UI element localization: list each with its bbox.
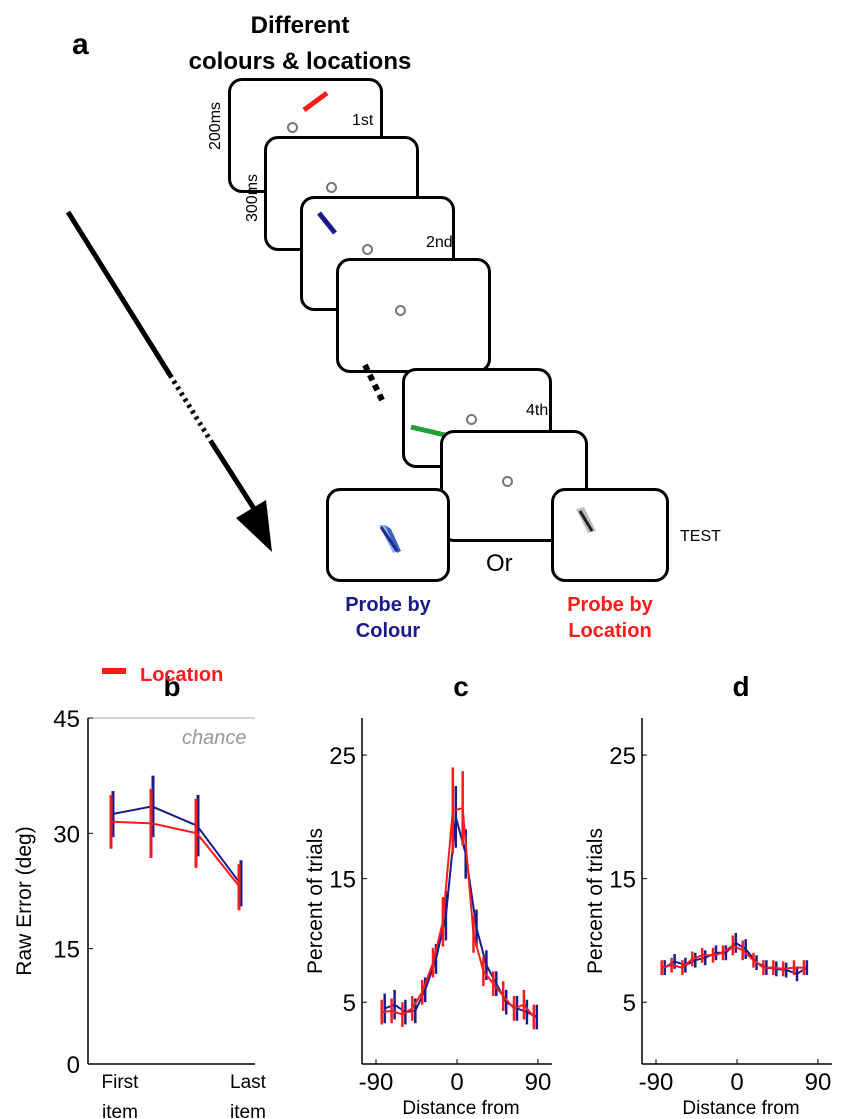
chart-d-x-tick-label: 90 — [805, 1069, 832, 1096]
probe-by-location-line1: Probe by — [567, 594, 653, 616]
order-label-test: TEST — [680, 528, 721, 545]
chart-c-y-label: Percent of trials — [304, 828, 327, 974]
panel-a-heading-line2: colours & locations — [188, 48, 412, 75]
chart-c: c 5 15 25 -90 0 90 Percent of trials Distance fr… — [304, 671, 552, 1119]
panel-a-letter: a — [72, 28, 89, 61]
stimulus-screen-4 — [336, 258, 491, 373]
chart-b-series-1-line — [111, 820, 241, 888]
chart-b-y-tick-label: 45 — [53, 706, 80, 733]
panel-a-heading: Different colours & locations — [170, 8, 430, 80]
test-screen-location — [551, 488, 669, 582]
chart-b-y-label: Raw Error (deg) — [13, 826, 36, 975]
chart-b-title: b — [163, 671, 180, 702]
chart-d-y-label: Percent of trials — [584, 828, 607, 974]
chart-b-y-tick-label: 15 — [53, 937, 80, 964]
fixation-icon — [395, 305, 406, 316]
chart-c-x-tick-label: 0 — [450, 1069, 463, 1096]
blue-bar-stimulus — [317, 211, 337, 235]
chart-c-y-tick-label: 15 — [329, 867, 356, 894]
sequence-ellipsis — [362, 363, 387, 406]
time-arrow-head — [236, 500, 272, 552]
chart-d-x-tick-label: -90 — [639, 1069, 674, 1096]
chart-c-series-1-line — [381, 806, 535, 1018]
chart-d: d 5 15 25 -90 0 90 Percent of trials Distance fr… — [584, 671, 832, 1119]
fixation-icon — [362, 244, 373, 255]
red-bar-stimulus — [302, 90, 329, 113]
chart-d-x-label-line1: Distance from — [682, 1098, 799, 1119]
chart-b-x-tick-label: item — [230, 1102, 266, 1119]
order-label-2nd: 2nd — [426, 234, 453, 251]
chart-b-x-tick-label: First — [102, 1072, 140, 1093]
chart-d-y-tick-label: 15 — [609, 867, 636, 894]
probe-by-colour-label: Probe by Colour — [322, 592, 454, 644]
chart-b-series-0-line — [111, 805, 241, 884]
chart-b-legend-label-1-line2: Location — [140, 668, 223, 686]
chart-b-chance-label: chance — [182, 727, 247, 749]
order-label-4th: 4th — [526, 402, 549, 419]
fixation-icon — [287, 122, 298, 133]
chart-b-y-tick-label: 0 — [67, 1052, 80, 1079]
probe-by-location-label: Probe by Location — [548, 592, 672, 644]
or-label: Or — [486, 550, 513, 577]
chart-b: b chance 0 15 30 45 Raw Error (deg) First item La… — [13, 668, 267, 1119]
chart-b-y-tick-label: 30 — [53, 821, 80, 848]
probe-by-location-line2: Location — [568, 620, 652, 642]
order-label-1st: 1st — [352, 112, 374, 129]
chart-c-y-tick-label: 5 — [343, 990, 356, 1017]
probe-by-colour-line1: Probe by — [345, 594, 431, 616]
chart-d-y-tick-label: 5 — [623, 990, 636, 1017]
chart-d-title: d — [732, 671, 749, 702]
panel-a-heading-line1: Different — [250, 12, 350, 39]
time-arrow-shaft-dotted — [167, 373, 215, 445]
test-screen-colour — [326, 488, 450, 582]
chart-b-x-tick-label: item — [102, 1102, 138, 1119]
stimulus-screen-3 — [300, 196, 455, 311]
chart-c-x-tick-label: -90 — [359, 1069, 394, 1096]
chart-b-x-tick-label: Last — [230, 1072, 267, 1093]
time-arrow — [65, 210, 272, 552]
chart-c-y-tick-label: 25 — [329, 743, 356, 770]
timing-300ms: 300ms — [244, 173, 261, 222]
chart-d-x-tick-label: 0 — [730, 1069, 743, 1096]
location-probe-icon — [576, 507, 596, 533]
chart-c-series-0-line — [384, 816, 538, 1018]
fixation-icon — [466, 414, 477, 425]
colour-wheel-probe-icon — [379, 525, 401, 553]
fixation-icon — [502, 476, 513, 487]
timing-200ms: 200ms — [207, 101, 224, 150]
time-arrow-shaft-lower — [209, 441, 263, 520]
fixation-icon — [326, 182, 337, 193]
green-bar-stimulus — [410, 424, 446, 438]
probe-by-colour-line2: Colour — [355, 620, 421, 642]
chart-c-title: c — [453, 671, 469, 702]
chart-c-x-tick-label: 90 — [525, 1069, 552, 1096]
chart-c-x-label-line1: Distance from — [402, 1098, 519, 1119]
chart-d-y-tick-label: 25 — [609, 743, 636, 770]
time-arrow-shaft-upper — [65, 210, 173, 377]
